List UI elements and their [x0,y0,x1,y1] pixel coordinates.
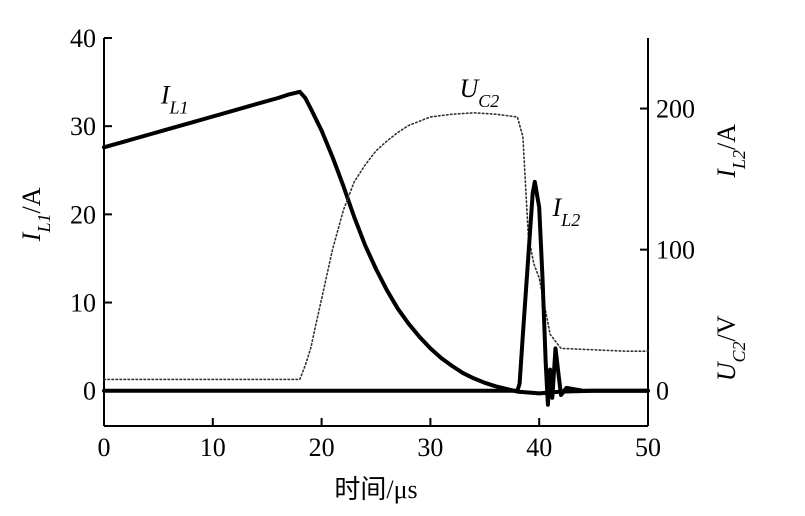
x-tick-label: 20 [309,433,335,462]
y-left-axis-label: IL1/A [17,187,54,242]
y-left-tick-label: 20 [70,200,96,229]
y-right-axis-label-top: IL2/A [712,124,749,179]
annotation-il2: IL2 [552,193,581,230]
y-right-tick-label: 100 [656,236,695,265]
x-tick-label: 0 [98,433,111,462]
y-right-axis-label-bottom-text: UC2/V [712,315,749,381]
series-layer [102,89,650,407]
y-left-tick-label: 10 [70,289,96,318]
x-axis-label: 时间/μs [334,475,417,504]
annotation-il1: IL1 [160,80,189,117]
x-tick-label: 50 [635,433,661,462]
y-left-tick-label: 30 [70,112,96,141]
annotation-uc2: UC2 [459,74,499,111]
series-line-i-l1 [102,89,650,396]
x-tick-label: 10 [200,433,226,462]
y-left-tick-label: 0 [83,377,96,406]
series-line-u-c2 [103,112,649,381]
ticks-layer: 0 10 20 30 40 50 0 10 20 30 40 0 100 200 [70,24,695,462]
y-right-axis-label-bottom: UC2/V [712,315,749,381]
x-tick-label: 40 [526,433,552,462]
x-tick-label: 30 [417,433,443,462]
labels-layer: 时间/μs IL1/A IL2/A UC2/V IL1 UC2 IL2 [17,74,749,504]
series-line-i-l2 [102,179,650,407]
y-left-tick-label: 40 [70,24,96,53]
y-right-tick-label: 200 [656,95,695,124]
y-right-axis-label-top-text: IL2/A [712,124,749,179]
y-left-axis-label-text: IL1/A [17,187,54,242]
plot-frame [103,38,649,427]
y-right-tick-label: 0 [656,377,669,406]
